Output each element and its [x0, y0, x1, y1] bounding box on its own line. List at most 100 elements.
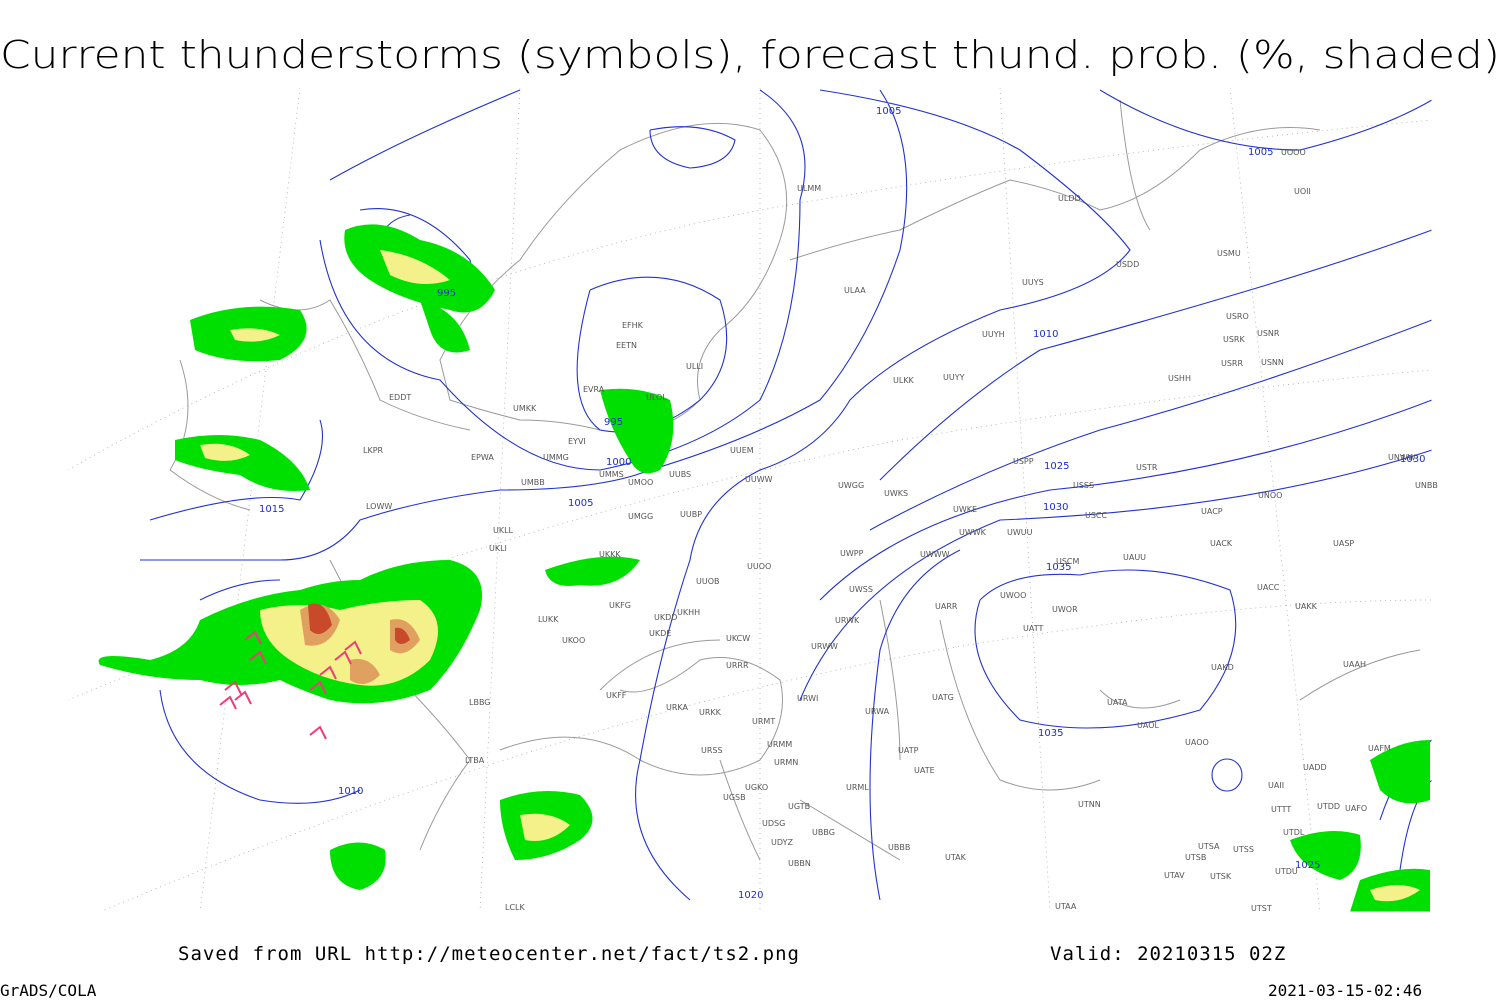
station-label: UAOO [1185, 738, 1209, 747]
station-label: UWOR [1052, 605, 1078, 614]
station-label: UTNN [1078, 800, 1101, 809]
station-label: UWKE [953, 505, 977, 514]
isobar-label: 1030 [1400, 454, 1425, 465]
station-label: UACC [1257, 583, 1280, 592]
station-label: LOWW [366, 502, 392, 511]
station-label: UBBB [888, 843, 910, 852]
station-label: USTR [1136, 463, 1158, 472]
station-label: USMU [1217, 249, 1241, 258]
station-label: UMGG [628, 512, 653, 521]
station-label: UTST [1251, 904, 1272, 913]
station-label: UATA [1107, 698, 1128, 707]
station-label: URML [846, 783, 869, 792]
station-label: USRR [1221, 359, 1243, 368]
station-label: URMT [752, 717, 775, 726]
station-label: UAKD [1211, 663, 1234, 672]
station-label: UWUU [1007, 528, 1033, 537]
thunder-probability-shading [98, 224, 1431, 912]
station-label: UWPP [840, 549, 864, 558]
station-label: UTTT [1271, 805, 1291, 814]
station-label: UTSA [1198, 842, 1220, 851]
station-label: URWI [797, 694, 818, 703]
map-frame [67, 87, 1433, 913]
station-label: UATE [914, 766, 935, 775]
isobar-label: 995 [437, 288, 456, 299]
station-label: UUWW [745, 475, 773, 484]
station-label: UACP [1201, 507, 1223, 516]
station-label: EYVI [568, 437, 586, 446]
station-label: URMM [767, 740, 792, 749]
station-label: UUEM [730, 446, 754, 455]
station-label: UWWK [959, 528, 987, 537]
timestamp: 2021-03-15-02:46 [1268, 981, 1422, 1000]
station-label: USRO [1226, 312, 1249, 321]
map-title: Current thunderstorms (symbols), forecas… [0, 33, 1500, 77]
isobar-label: 1025 [1295, 860, 1320, 871]
station-label: USNN [1261, 358, 1284, 367]
station-label: UUYS [1022, 278, 1044, 287]
isobar-label: 995 [604, 417, 623, 428]
station-label: UADD [1303, 763, 1327, 772]
station-label: UMMG [543, 453, 569, 462]
station-label: UAUU [1123, 553, 1146, 562]
station-label: UKDD [654, 613, 677, 622]
station-label: URWA [865, 707, 890, 716]
station-label: UKFG [609, 601, 631, 610]
map-labels: 1005 1005 995 995 1000 1005 1015 1010 1025 1030 10… [259, 106, 1438, 913]
station-label: UUOB [696, 577, 720, 586]
isobar-label: 1035 [1046, 562, 1071, 573]
station-label: UUYY [943, 373, 965, 382]
station-label: UOII [1294, 187, 1311, 196]
station-label: UGTB [788, 802, 810, 811]
station-label: UTSK [1210, 872, 1232, 881]
station-label: UKDE [649, 629, 671, 638]
station-label: UTDU [1275, 867, 1298, 876]
station-label: UAOL [1137, 721, 1159, 730]
station-label: UNWW [1388, 453, 1416, 462]
station-label: UTAV [1164, 871, 1185, 880]
station-label: UKOO [562, 636, 585, 645]
station-label: UTDD [1317, 802, 1340, 811]
station-label: UASP [1333, 539, 1354, 548]
isobar-label: 1010 [1033, 329, 1058, 340]
station-label: UUYH [982, 330, 1005, 339]
station-label: UTDL [1283, 828, 1305, 837]
software: GrADS/COLA [0, 981, 97, 1000]
station-label: UWWW [920, 550, 950, 559]
station-label: UKLI [489, 544, 507, 553]
station-label: EDDT [389, 393, 411, 402]
station-label: UKFF [606, 691, 627, 700]
station-label: LUKK [538, 615, 559, 624]
station-label: UKLL [493, 526, 514, 535]
station-label: LBBG [469, 698, 491, 707]
station-label: URKA [666, 703, 689, 712]
station-label: URMN [774, 758, 798, 767]
isobar-label: 1005 [1248, 147, 1273, 158]
station-label: UAKK [1295, 602, 1318, 611]
isobar-label: 1020 [738, 890, 763, 901]
station-label: UNOO [1258, 491, 1282, 500]
thunderstorm-symbols [219, 630, 362, 740]
station-label: USHH [1168, 374, 1191, 383]
station-label: ULAA [844, 286, 866, 295]
station-label: UACK [1210, 539, 1233, 548]
source-url: Saved from URL http://meteocenter.net/fa… [178, 943, 800, 965]
station-label: LCLK [505, 903, 526, 912]
station-label: LKPR [363, 446, 384, 455]
station-label: UGSB [723, 793, 746, 802]
station-label: USSS [1073, 481, 1094, 490]
station-label: LTBA [465, 756, 485, 765]
station-label: UOOO [1281, 148, 1306, 157]
station-label: URKK [699, 708, 722, 717]
station-label: UKHH [677, 608, 700, 617]
station-label: UAFO [1345, 804, 1367, 813]
station-label: EPWA [471, 453, 494, 462]
station-label: UKCW [726, 634, 750, 643]
station-label: UAFM [1368, 744, 1391, 753]
station-label: UATP [898, 746, 919, 755]
station-label: UTSS [1233, 845, 1254, 854]
station-label: UTSB [1185, 853, 1206, 862]
station-label: ULKK [893, 376, 915, 385]
station-label: USRK [1223, 335, 1245, 344]
